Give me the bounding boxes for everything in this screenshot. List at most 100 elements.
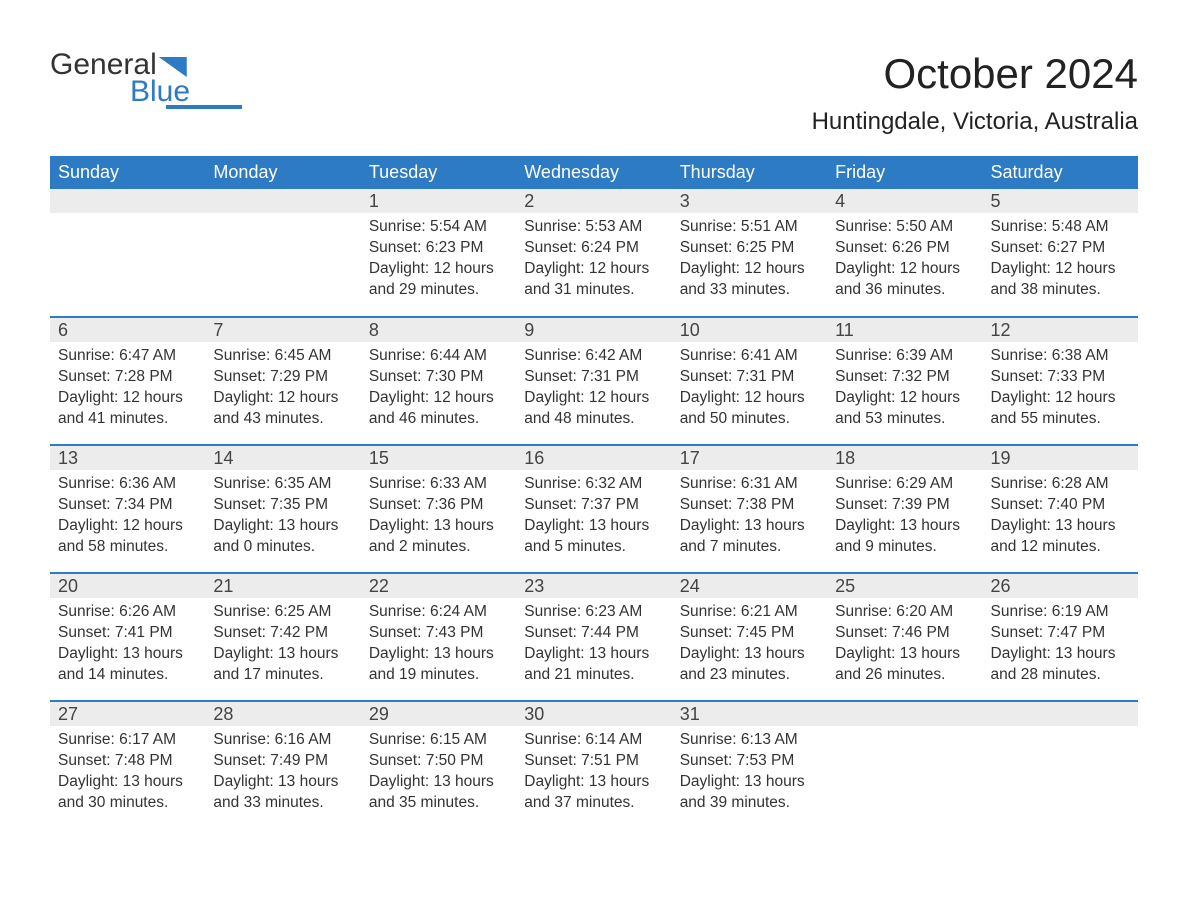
day-sunset: Sunset: 7:36 PM (369, 495, 508, 516)
day-number: 11 (827, 318, 982, 342)
day-daylight1: Daylight: 12 hours (369, 259, 508, 280)
day-sunset: Sunset: 7:51 PM (524, 751, 663, 772)
day-sunset: Sunset: 7:31 PM (524, 367, 663, 388)
day-sunrise: Sunrise: 5:54 AM (369, 217, 508, 238)
day-daylight2: and 37 minutes. (524, 793, 663, 814)
day-sunrise: Sunrise: 6:28 AM (991, 474, 1130, 495)
day-sunset: Sunset: 7:33 PM (991, 367, 1130, 388)
day-daylight1: Daylight: 13 hours (680, 772, 819, 793)
calendar-day-cell: 30Sunrise: 6:14 AMSunset: 7:51 PMDayligh… (516, 701, 671, 829)
day-details: Sunrise: 6:42 AMSunset: 7:31 PMDaylight:… (516, 342, 671, 440)
weekday-header: Tuesday (361, 156, 516, 189)
day-number: 2 (516, 189, 671, 213)
day-sunset: Sunset: 7:47 PM (991, 623, 1130, 644)
logo-word2: Blue (130, 78, 190, 105)
day-daylight2: and 29 minutes. (369, 280, 508, 301)
day-details: Sunrise: 6:39 AMSunset: 7:32 PMDaylight:… (827, 342, 982, 440)
day-sunrise: Sunrise: 6:23 AM (524, 602, 663, 623)
day-number: 19 (983, 446, 1138, 470)
day-sunset: Sunset: 7:38 PM (680, 495, 819, 516)
day-sunset: Sunset: 7:37 PM (524, 495, 663, 516)
day-daylight2: and 14 minutes. (58, 665, 197, 686)
day-number (983, 702, 1138, 726)
day-sunrise: Sunrise: 6:45 AM (213, 346, 352, 367)
day-sunset: Sunset: 6:27 PM (991, 238, 1130, 259)
weekday-header: Thursday (672, 156, 827, 189)
day-number: 12 (983, 318, 1138, 342)
day-number: 6 (50, 318, 205, 342)
day-details: Sunrise: 6:41 AMSunset: 7:31 PMDaylight:… (672, 342, 827, 440)
day-daylight2: and 2 minutes. (369, 537, 508, 558)
day-sunset: Sunset: 7:53 PM (680, 751, 819, 772)
day-daylight2: and 50 minutes. (680, 409, 819, 430)
day-daylight1: Daylight: 13 hours (213, 772, 352, 793)
day-sunrise: Sunrise: 6:42 AM (524, 346, 663, 367)
calendar-day-cell (827, 701, 982, 829)
day-daylight2: and 0 minutes. (213, 537, 352, 558)
day-details: Sunrise: 6:36 AMSunset: 7:34 PMDaylight:… (50, 470, 205, 568)
calendar-day-cell: 31Sunrise: 6:13 AMSunset: 7:53 PMDayligh… (672, 701, 827, 829)
day-number: 7 (205, 318, 360, 342)
page-title: October 2024 (812, 50, 1138, 98)
day-sunrise: Sunrise: 6:17 AM (58, 730, 197, 751)
logo-flag-icon (159, 57, 187, 77)
day-number: 5 (983, 189, 1138, 213)
weekday-header: Monday (205, 156, 360, 189)
day-sunrise: Sunrise: 6:36 AM (58, 474, 197, 495)
day-details: Sunrise: 6:20 AMSunset: 7:46 PMDaylight:… (827, 598, 982, 696)
day-daylight2: and 33 minutes. (213, 793, 352, 814)
day-details: Sunrise: 6:21 AMSunset: 7:45 PMDaylight:… (672, 598, 827, 696)
calendar-day-cell: 7Sunrise: 6:45 AMSunset: 7:29 PMDaylight… (205, 317, 360, 445)
day-daylight2: and 31 minutes. (524, 280, 663, 301)
calendar-day-cell: 13Sunrise: 6:36 AMSunset: 7:34 PMDayligh… (50, 445, 205, 573)
title-block: October 2024 Huntingdale, Victoria, Aust… (812, 50, 1138, 148)
day-number: 18 (827, 446, 982, 470)
day-daylight2: and 23 minutes. (680, 665, 819, 686)
calendar-day-cell: 10Sunrise: 6:41 AMSunset: 7:31 PMDayligh… (672, 317, 827, 445)
day-sunrise: Sunrise: 6:21 AM (680, 602, 819, 623)
day-number: 10 (672, 318, 827, 342)
day-number: 21 (205, 574, 360, 598)
day-details: Sunrise: 5:50 AMSunset: 6:26 PMDaylight:… (827, 213, 982, 311)
day-details: Sunrise: 6:31 AMSunset: 7:38 PMDaylight:… (672, 470, 827, 568)
day-sunset: Sunset: 7:45 PM (680, 623, 819, 644)
day-number: 14 (205, 446, 360, 470)
calendar-day-cell: 16Sunrise: 6:32 AMSunset: 7:37 PMDayligh… (516, 445, 671, 573)
day-daylight1: Daylight: 13 hours (680, 516, 819, 537)
day-sunrise: Sunrise: 6:47 AM (58, 346, 197, 367)
day-details: Sunrise: 6:15 AMSunset: 7:50 PMDaylight:… (361, 726, 516, 824)
day-daylight1: Daylight: 13 hours (524, 772, 663, 793)
calendar-day-cell: 6Sunrise: 6:47 AMSunset: 7:28 PMDaylight… (50, 317, 205, 445)
day-daylight1: Daylight: 13 hours (991, 516, 1130, 537)
calendar-day-cell: 29Sunrise: 6:15 AMSunset: 7:50 PMDayligh… (361, 701, 516, 829)
day-daylight1: Daylight: 12 hours (680, 388, 819, 409)
day-daylight2: and 5 minutes. (524, 537, 663, 558)
calendar-day-cell: 12Sunrise: 6:38 AMSunset: 7:33 PMDayligh… (983, 317, 1138, 445)
day-details: Sunrise: 6:13 AMSunset: 7:53 PMDaylight:… (672, 726, 827, 824)
day-daylight1: Daylight: 12 hours (524, 388, 663, 409)
day-daylight1: Daylight: 12 hours (369, 388, 508, 409)
day-details: Sunrise: 6:44 AMSunset: 7:30 PMDaylight:… (361, 342, 516, 440)
day-number: 25 (827, 574, 982, 598)
day-sunset: Sunset: 7:29 PM (213, 367, 352, 388)
day-number: 26 (983, 574, 1138, 598)
calendar-day-cell: 3Sunrise: 5:51 AMSunset: 6:25 PMDaylight… (672, 189, 827, 317)
day-sunrise: Sunrise: 6:41 AM (680, 346, 819, 367)
calendar-day-cell (50, 189, 205, 317)
day-number: 1 (361, 189, 516, 213)
day-number: 20 (50, 574, 205, 598)
calendar-day-cell: 15Sunrise: 6:33 AMSunset: 7:36 PMDayligh… (361, 445, 516, 573)
day-details: Sunrise: 5:48 AMSunset: 6:27 PMDaylight:… (983, 213, 1138, 311)
day-daylight1: Daylight: 13 hours (369, 516, 508, 537)
calendar-day-cell: 2Sunrise: 5:53 AMSunset: 6:24 PMDaylight… (516, 189, 671, 317)
day-details: Sunrise: 5:51 AMSunset: 6:25 PMDaylight:… (672, 213, 827, 311)
day-daylight2: and 43 minutes. (213, 409, 352, 430)
day-number (205, 189, 360, 213)
day-details: Sunrise: 6:23 AMSunset: 7:44 PMDaylight:… (516, 598, 671, 696)
day-number: 16 (516, 446, 671, 470)
day-daylight2: and 39 minutes. (680, 793, 819, 814)
day-sunset: Sunset: 7:30 PM (369, 367, 508, 388)
day-daylight2: and 46 minutes. (369, 409, 508, 430)
day-details: Sunrise: 6:35 AMSunset: 7:35 PMDaylight:… (205, 470, 360, 568)
day-number: 29 (361, 702, 516, 726)
